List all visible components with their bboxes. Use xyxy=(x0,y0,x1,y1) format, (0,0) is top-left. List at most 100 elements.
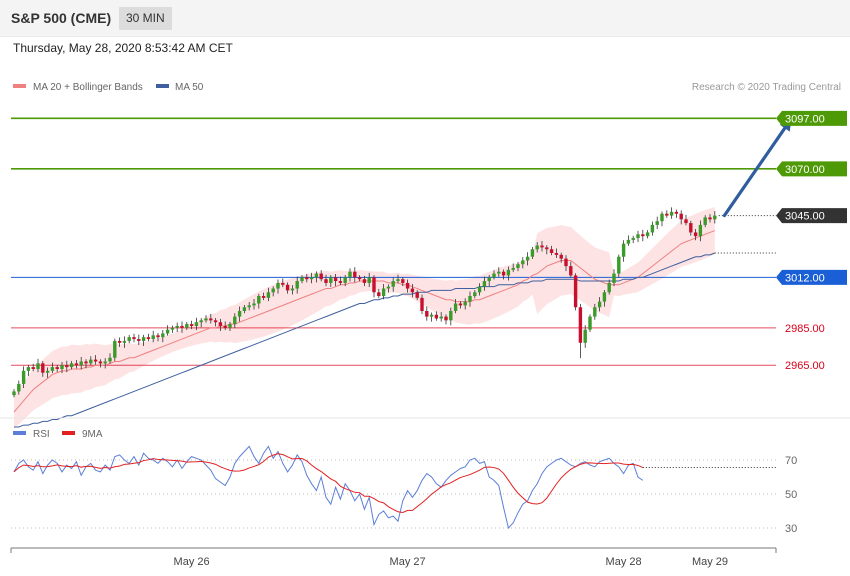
rsi-line xyxy=(13,445,644,530)
candle-body xyxy=(612,273,616,283)
candle-body xyxy=(559,254,563,259)
bollinger-band-fill xyxy=(14,206,715,429)
candle-body xyxy=(151,335,155,340)
rsi-legend-label: RSI xyxy=(33,429,50,440)
candle-body xyxy=(698,224,703,237)
candle-body xyxy=(84,361,88,364)
candle-body xyxy=(357,277,362,280)
candle-body xyxy=(425,310,429,317)
candle-body xyxy=(17,383,21,392)
candle-body xyxy=(429,314,434,317)
candle-body xyxy=(300,277,304,282)
rsi-legend-swatch xyxy=(13,431,26,435)
candle-body xyxy=(333,277,338,282)
candle-body xyxy=(324,279,328,283)
candle-body xyxy=(209,318,213,321)
candle-body xyxy=(170,327,175,330)
candle-body xyxy=(453,303,458,311)
bollinger-band xyxy=(14,206,715,429)
candle-body xyxy=(602,292,607,302)
candle-body xyxy=(180,325,184,328)
candle-body xyxy=(401,279,405,283)
candle-body xyxy=(573,275,578,308)
candle-body xyxy=(684,219,688,224)
candle-body xyxy=(521,260,525,265)
candle-body xyxy=(372,277,376,293)
candle-body xyxy=(137,339,141,341)
level-badge-current xyxy=(776,208,847,224)
ma20-legend-swatch xyxy=(13,84,26,88)
candle-body xyxy=(468,296,472,302)
level-label-support: 2965.00 xyxy=(785,360,825,372)
candle-body xyxy=(204,318,208,321)
ma20-legend-label: MA 20 + Bollinger Bands xyxy=(33,82,143,93)
x-tick-label: May 28 xyxy=(606,556,642,568)
candle-body xyxy=(525,256,530,261)
x-axis: May 26 May 27 May 28 May 29 xyxy=(10,547,777,568)
candle-body xyxy=(381,288,386,297)
candle-body xyxy=(482,281,487,287)
level-badge-text-resistance: 3070.00 xyxy=(785,164,825,176)
x-tick-label: May 27 xyxy=(390,556,426,568)
candle-body xyxy=(689,223,693,233)
candle-body xyxy=(679,213,683,220)
candle-body xyxy=(665,213,669,216)
x-tick-label: May 29 xyxy=(692,556,728,568)
candle-body xyxy=(473,292,477,297)
candle-body xyxy=(185,324,189,328)
credit-text: Research © 2020 Trading Central xyxy=(692,82,841,93)
candle-body xyxy=(218,322,223,326)
candle-body xyxy=(660,213,664,222)
candle-body xyxy=(631,238,635,240)
level-badge-text-pivot: 3012.00 xyxy=(785,272,825,284)
rsi-level-label: 30 xyxy=(785,523,797,535)
candle-body xyxy=(281,282,285,285)
candle-body xyxy=(377,292,381,297)
candle-body xyxy=(108,357,112,362)
candle-body xyxy=(396,279,400,282)
candle-body xyxy=(343,277,347,283)
candle-body xyxy=(444,316,448,321)
candle-body xyxy=(175,325,179,328)
candle-body xyxy=(636,234,640,239)
candle-body xyxy=(89,359,93,364)
candle-body xyxy=(199,320,203,323)
candle-body xyxy=(233,316,237,325)
candle-body xyxy=(655,221,659,225)
candle-body xyxy=(132,337,136,340)
candle-body xyxy=(36,363,40,369)
candle-body xyxy=(65,365,69,368)
candle-body xyxy=(617,256,621,274)
candle-body xyxy=(530,249,535,257)
candle-body xyxy=(463,301,467,306)
candle-body xyxy=(213,320,218,323)
candle-body xyxy=(420,297,424,311)
timeframe-badge[interactable]: 30 MIN xyxy=(119,7,172,30)
x-tick-label: May 26 xyxy=(174,556,210,568)
timestamp: Thursday, May 28, 2020 8:53:42 AM CET xyxy=(13,41,233,55)
candle-body xyxy=(276,282,280,289)
candle-body xyxy=(415,292,419,298)
candle-body xyxy=(309,277,314,280)
candle-body xyxy=(641,234,645,237)
candle-body xyxy=(511,267,515,270)
candle-body xyxy=(338,281,343,283)
candle-body xyxy=(703,217,707,225)
level-badge-resistance xyxy=(776,161,847,177)
candle-body xyxy=(497,271,501,274)
candle-body xyxy=(410,288,415,293)
candle-body xyxy=(146,337,151,340)
ma50-line xyxy=(14,252,715,428)
rsi-ma-legend-swatch xyxy=(62,431,75,435)
candle-body xyxy=(319,273,323,280)
candle-body xyxy=(597,301,602,308)
rsi-ma-legend-label: 9MA xyxy=(82,429,103,440)
candle-body xyxy=(93,359,98,362)
header-bar: S&P 500 (CME) 30 MIN xyxy=(0,0,850,37)
candle-body xyxy=(353,271,357,278)
candle-body xyxy=(607,282,611,293)
candle-body xyxy=(621,243,626,257)
candle-body xyxy=(252,303,256,306)
candle-body xyxy=(674,211,679,214)
